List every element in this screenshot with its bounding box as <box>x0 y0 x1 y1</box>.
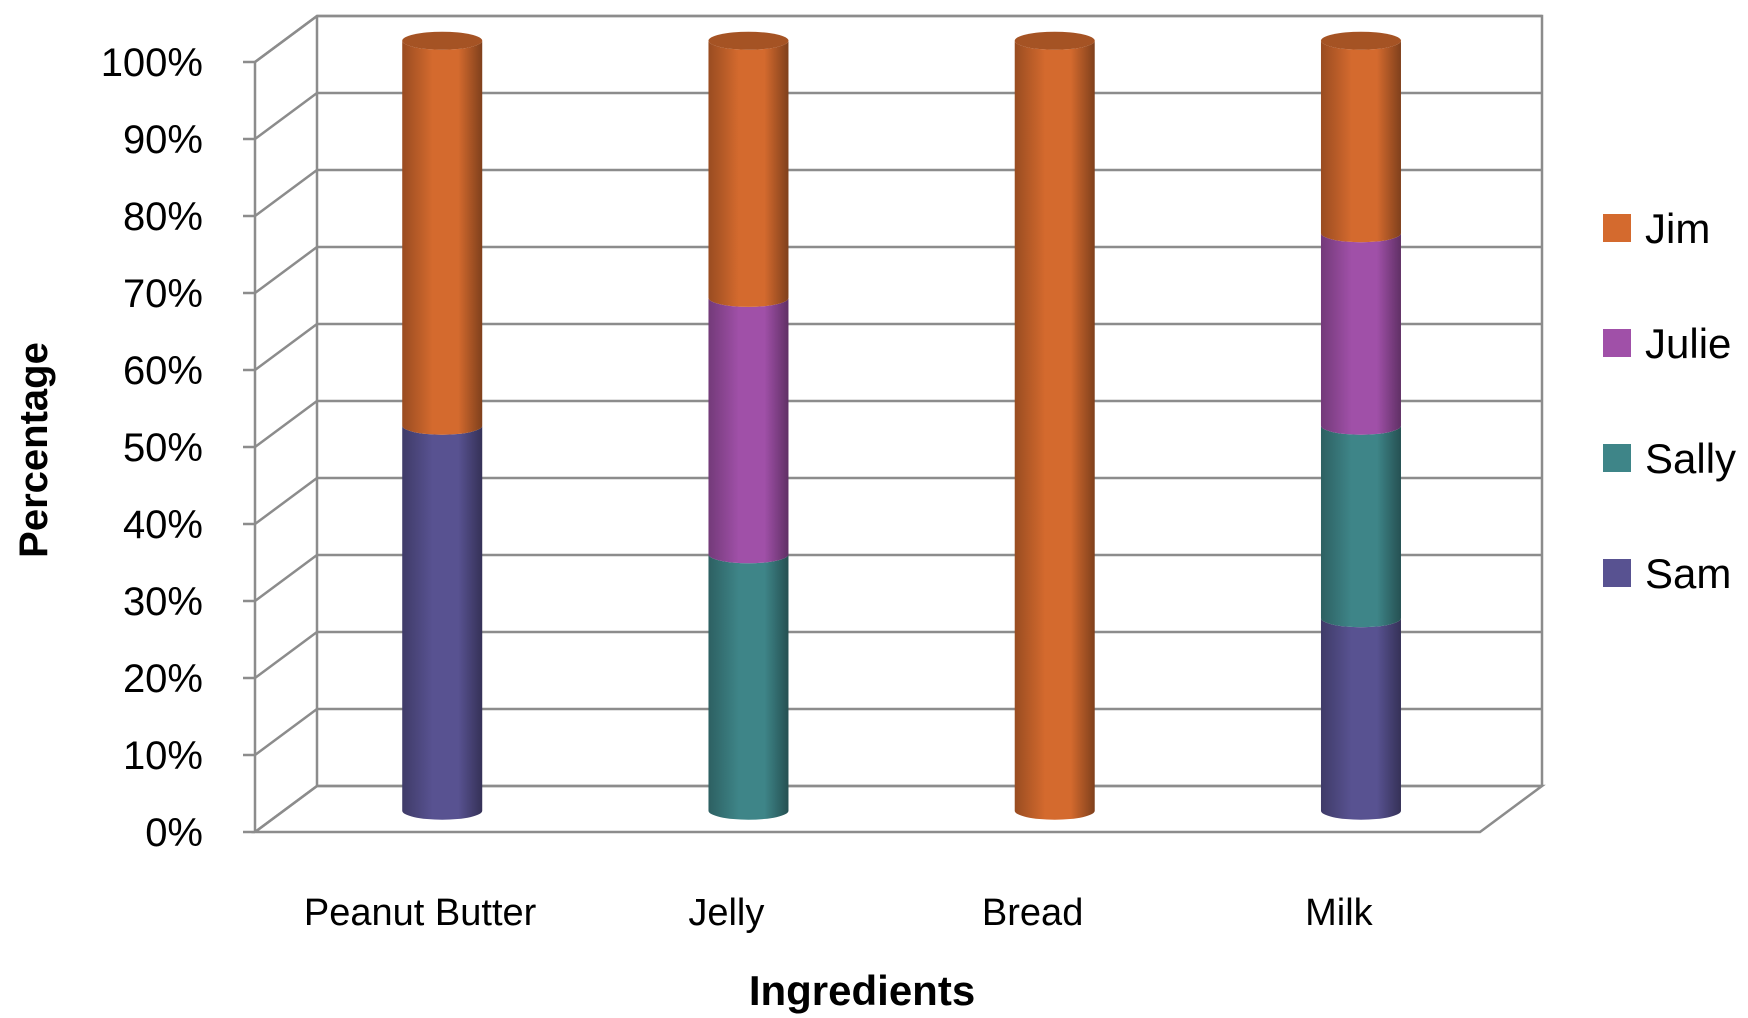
gridline <box>254 630 1542 680</box>
gridlines <box>243 14 1542 834</box>
legend-label: Julie <box>1645 320 1731 367</box>
gridline <box>254 476 1542 526</box>
x-tick-label: Milk <box>1305 892 1374 934</box>
y-tick-label: 20% <box>123 657 203 701</box>
gridline <box>254 399 1542 449</box>
bar-segment <box>1320 425 1401 628</box>
x-tick-label: Jelly <box>688 892 764 934</box>
gridline <box>254 784 1542 834</box>
y-tick-label: 90% <box>123 118 203 162</box>
bar-segment <box>708 297 789 564</box>
bar-segment <box>708 40 789 307</box>
gridline <box>254 322 1542 372</box>
bar-top-cap <box>402 31 483 50</box>
legend-swatch <box>1603 214 1631 242</box>
legend-label: Sally <box>1645 435 1736 482</box>
x-tick-label: Peanut Butter <box>304 892 537 934</box>
y-tick-label: 10% <box>123 734 203 778</box>
gridline <box>254 245 1542 295</box>
y-tick-label: 30% <box>123 580 203 624</box>
legend-swatch <box>1603 559 1631 587</box>
bar-segment <box>1014 40 1095 820</box>
bar-segment <box>402 425 483 820</box>
y-tick-label: 60% <box>123 349 203 393</box>
y-tick-label: 80% <box>123 195 203 239</box>
y-tick-label: 0% <box>145 811 203 855</box>
legend-label: Sam <box>1645 550 1731 597</box>
legend-swatch <box>1603 329 1631 357</box>
gridline <box>254 168 1542 218</box>
gridline <box>254 707 1542 757</box>
gridline <box>254 14 1542 64</box>
bar-segment <box>1320 618 1401 820</box>
y-axis-label: Percentage <box>12 342 56 558</box>
bar-top-cap <box>1320 31 1401 50</box>
y-tick-label: 50% <box>123 426 203 470</box>
legend: Jim Julie Sally Sam <box>1603 205 1736 597</box>
x-tick-label: Bread <box>982 892 1083 934</box>
bar-segment <box>708 554 789 820</box>
bars-layer <box>402 31 1401 820</box>
x-axis-label: Ingredients <box>749 967 975 1014</box>
bar-top-cap <box>1014 31 1095 50</box>
y-tick-label: 40% <box>123 503 203 547</box>
y-tick-label: 70% <box>123 272 203 316</box>
bar-segment <box>402 40 483 435</box>
y-axis-ticks: 0% 10% 20% 30% 40% 50% 60% 70% 80% 90% 100% <box>101 41 203 855</box>
y-tick-label: 100% <box>101 41 203 85</box>
bar-top-cap <box>708 31 789 50</box>
legend-label: Jim <box>1645 205 1710 252</box>
gridline <box>254 91 1542 141</box>
gridline <box>254 553 1542 603</box>
legend-swatch <box>1603 444 1631 472</box>
bar-segment <box>1320 233 1401 435</box>
x-axis-ticks: Peanut Butter Jelly Bread Milk <box>304 892 1374 934</box>
bar-segment <box>1320 40 1401 243</box>
